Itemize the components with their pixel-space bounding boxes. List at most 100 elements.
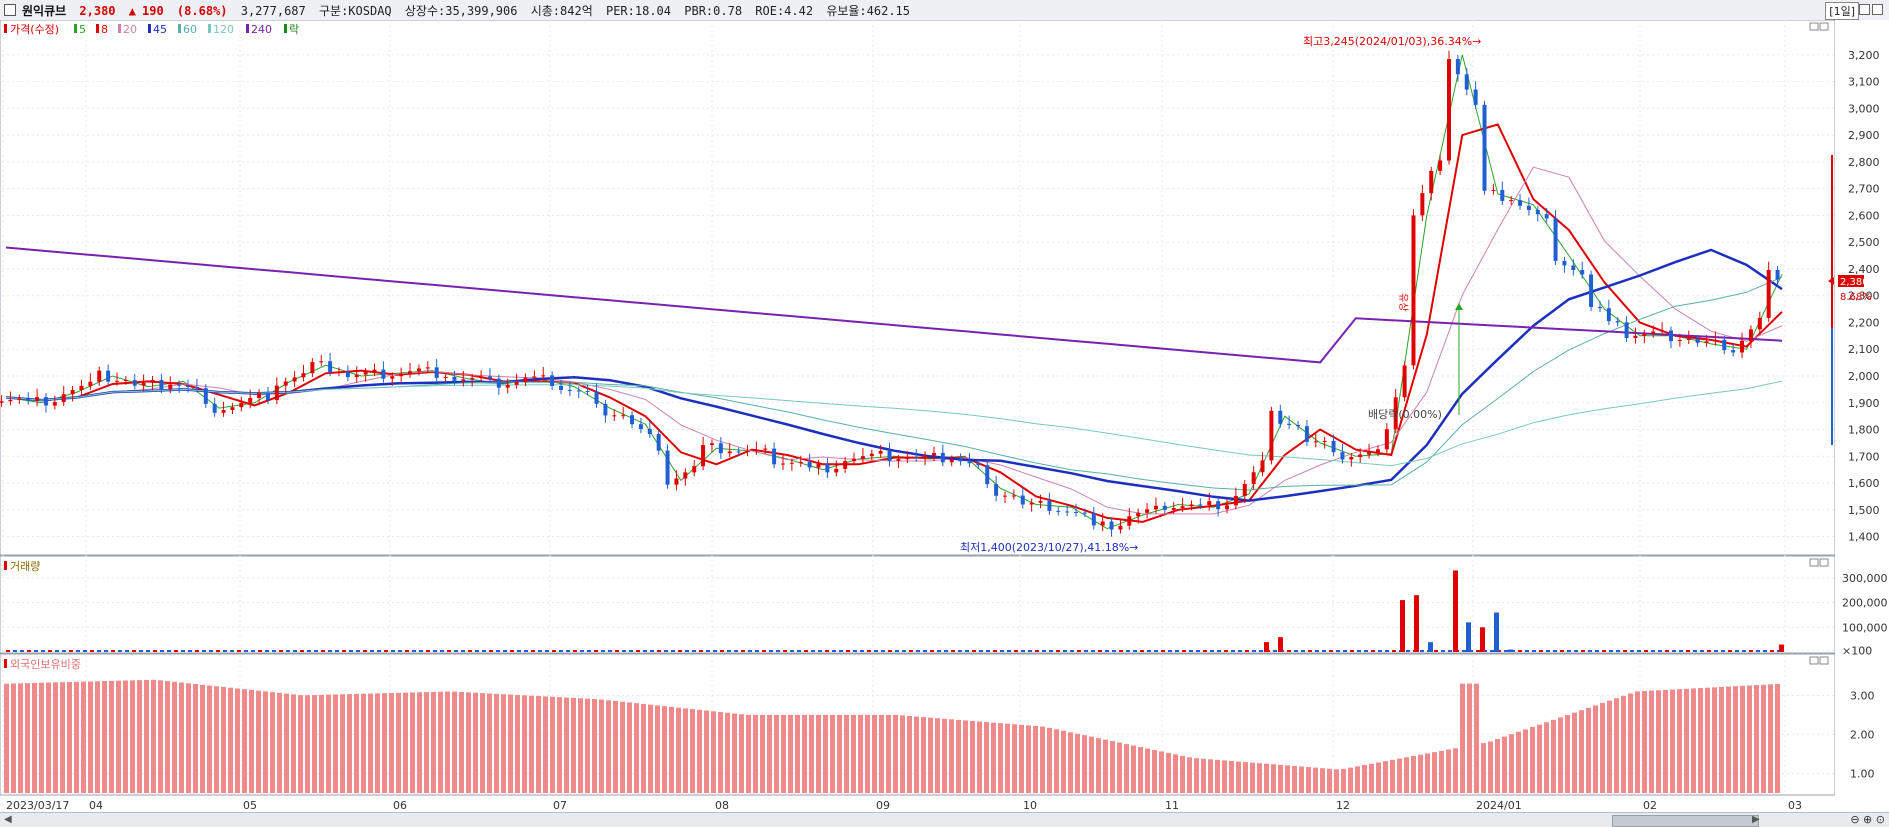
foreign-bar	[1579, 710, 1584, 793]
foreign-bar	[235, 688, 240, 793]
price-tick-label: 2,100	[1848, 343, 1880, 356]
volume-bar	[90, 650, 94, 652]
candle-body	[852, 458, 857, 462]
candle-body	[328, 361, 333, 373]
candle-body	[1038, 500, 1043, 503]
volume-bar	[615, 650, 619, 652]
foreign-tick-label: 2.00	[1850, 728, 1875, 741]
volume-bar	[1672, 650, 1676, 652]
candle-body	[159, 380, 164, 389]
stock-name[interactable]: 원익큐브	[22, 4, 67, 18]
volume-bar	[1420, 650, 1424, 652]
volume-bar	[1294, 650, 1298, 652]
price-panel[interactable]	[0, 20, 1836, 556]
foreign-bar	[914, 716, 919, 793]
foreign-bar	[1439, 750, 1444, 793]
volume-bar	[223, 650, 227, 652]
candle-body	[470, 377, 475, 380]
foreign-bar	[1663, 689, 1668, 793]
candle-body	[1127, 516, 1132, 526]
panel-buttons[interactable]	[1809, 22, 1829, 665]
candle-body	[550, 375, 555, 386]
foreign-bar	[1453, 748, 1458, 793]
candle-body	[1615, 321, 1620, 323]
candle-body	[1757, 317, 1762, 330]
x-tick-label: 09	[876, 799, 890, 812]
stock-chart[interactable]: 1,400 1,500 1,600 1,700 1,800 1,900 2,000 2,100…	[0, 20, 1889, 812]
volume-bar	[1301, 650, 1305, 652]
candle-body	[212, 403, 217, 413]
candle-body	[727, 451, 732, 454]
volume-bar	[363, 650, 367, 652]
foreign-bar	[767, 714, 772, 793]
volume-bars	[6, 570, 1784, 652]
candle-body	[452, 376, 457, 381]
volume-bar	[524, 650, 528, 652]
select-checkbox[interactable]	[4, 4, 16, 16]
candle-body	[1180, 506, 1185, 509]
foreign-bar	[452, 691, 457, 793]
candle-body	[399, 373, 404, 377]
foreign-bar	[669, 706, 674, 793]
horizontal-scrollbar[interactable]: ◀ ▶ ⊖ ⊕ ⊙	[0, 812, 1889, 827]
volume-bar	[1630, 650, 1634, 652]
foreign-bar	[1243, 762, 1248, 793]
candle-body	[1082, 512, 1087, 514]
period-selector[interactable]: [1일]	[1825, 2, 1859, 20]
foreign-bar	[508, 694, 513, 793]
volume-bar	[1343, 650, 1347, 652]
candle-body	[1296, 424, 1301, 427]
scroll-thumb[interactable]	[1612, 815, 1759, 827]
foreign-bar	[1523, 729, 1528, 793]
candle-body	[26, 398, 31, 401]
price-tick-label: 1,500	[1848, 504, 1880, 517]
volume-bar	[412, 650, 416, 652]
volume-bar	[1252, 650, 1256, 652]
foreign-bar	[242, 689, 247, 793]
volume-bar	[398, 650, 402, 652]
volume-bar	[272, 650, 276, 652]
zoom-controls[interactable]: ⊖ ⊕ ⊙	[1850, 813, 1885, 826]
candle-body	[496, 378, 501, 388]
candle-body	[1269, 410, 1274, 461]
foreign-bar	[1355, 766, 1360, 793]
volume-bar	[1278, 637, 1283, 652]
candle-body	[434, 367, 439, 379]
foreign-bar	[1320, 768, 1325, 793]
candle-body	[567, 389, 572, 391]
candle-body	[958, 459, 963, 462]
scroll-left-icon[interactable]: ◀	[4, 814, 12, 825]
volume-bar	[1560, 650, 1564, 652]
volume-bar	[1161, 650, 1165, 652]
foreign-bar	[487, 693, 492, 793]
volume-bar	[1259, 650, 1263, 652]
foreign-bar	[214, 686, 219, 793]
foreign-bar	[1768, 684, 1773, 793]
candle-body	[17, 398, 22, 400]
volume-bar	[839, 650, 843, 652]
volume-bar	[433, 650, 437, 652]
x-tick-label: 10	[1023, 799, 1037, 812]
volume-bar	[97, 650, 101, 652]
volume-panel[interactable]	[0, 555, 1836, 654]
candle-body	[257, 393, 262, 398]
foreign-bar	[760, 714, 765, 793]
restore-icon[interactable]	[1859, 4, 1870, 15]
foreign-bar	[1068, 732, 1073, 793]
foreign-bar	[1509, 734, 1514, 793]
foreign-bar	[130, 680, 135, 793]
volume-bar	[167, 650, 171, 652]
volume-bar	[769, 650, 773, 652]
foreign-bar	[1425, 753, 1430, 793]
volume-bar	[475, 650, 479, 652]
candle-body	[576, 390, 581, 392]
volume-bar	[566, 650, 570, 652]
candle-body	[248, 397, 253, 403]
scroll-right-icon[interactable]: ▶	[1752, 814, 1760, 825]
foreign-bar	[655, 705, 660, 793]
volume-bar	[1224, 650, 1228, 652]
pbr-value: PBR:0.78	[684, 4, 743, 18]
volume-bar	[328, 650, 332, 652]
volume-bar	[1428, 642, 1433, 652]
close-icon[interactable]	[1872, 4, 1883, 15]
